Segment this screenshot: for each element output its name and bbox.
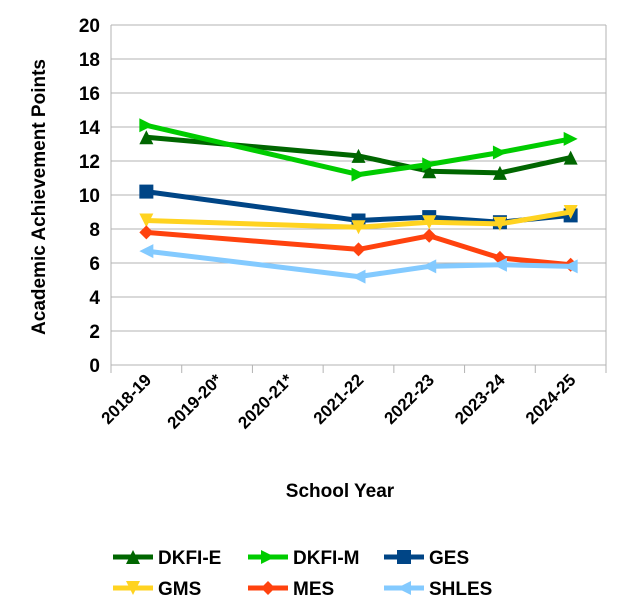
series-lines [139,118,578,284]
marker-triangle-right [492,145,507,160]
marker-diamond [261,581,275,595]
marker-diamond [422,228,437,243]
legend-item-ges: GES [384,548,469,569]
y-tick-label: 20 [79,16,100,37]
x-tick-label: 2019-20* [164,370,227,433]
x-axis-label: School Year [286,481,395,502]
legend-label: SHLES [429,579,492,600]
series-dkfi-e [139,130,578,180]
marker-triangle-up [492,165,507,180]
x-tick-label: 2024-25 [522,370,580,428]
marker-triangle-left [422,259,437,274]
series-shles [139,244,578,284]
marker-triangle-up [139,130,154,145]
legend-item-gms: GMS [113,579,201,600]
marker-triangle-right [351,167,366,182]
x-tick-label: 2021-22 [310,370,368,428]
series-gms [139,205,578,235]
marker-triangle-right [422,157,437,172]
y-tick-label: 0 [89,356,100,377]
marker-triangle-down [351,220,366,235]
marker-triangle-up [422,164,437,179]
marker-triangle-left [492,257,507,272]
marker-triangle-right [139,118,154,133]
y-tick-label: 6 [89,254,100,275]
marker-triangle-left [139,244,154,259]
y-tick-label: 14 [79,118,101,139]
x-tick-label: 2020-21* [234,370,297,433]
marker-diamond [351,242,366,257]
marker-triangle-down [563,205,578,219]
marker-diamond [139,225,154,240]
legend-item-shles: SHLES [384,579,492,600]
marker-triangle-up [563,150,578,165]
legend: DKFI-E DKFI-M GES GMS MES SHLES [113,548,492,600]
marker-triangle-down [126,581,140,595]
marker-triangle-left [351,269,366,284]
marker-triangle-left [563,259,578,274]
x-tick-label: 2018-19 [98,370,156,428]
y-tick-labels: 0 2 4 6 8 10 12 14 16 18 20 [79,16,101,377]
legend-label: MES [293,579,334,600]
marker-triangle-left [397,581,411,595]
legend-label: GES [429,548,469,569]
marker-triangle-up [351,148,366,163]
legend-item-mes: MES [248,579,334,600]
marker-triangle-up [126,550,140,564]
y-tick-label: 16 [79,84,100,105]
y-tick-label: 10 [79,186,100,207]
x-tick-label: 2023-24 [451,370,509,428]
y-tick-label: 18 [79,50,100,71]
marker-triangle-right [563,131,578,146]
y-tick-label: 2 [89,322,100,343]
legend-label: GMS [158,579,201,600]
x-tick-labels: 2018-19 2019-20* 2020-21* 2021-22 2022-23 202… [98,370,580,433]
y-tick-label: 12 [79,152,100,173]
marker-triangle-down [139,213,154,228]
y-tick-label: 4 [89,288,100,309]
series-dkfi-m [139,118,578,182]
x-tick-label: 2022-23 [380,370,438,428]
legend-label: DKFI-E [158,548,221,569]
y-tick-label: 8 [89,220,100,241]
legend-item-dkfi-m: DKFI-M [248,548,359,569]
y-axis-label: Academic Achievement Points [29,59,50,335]
legend-label: DKFI-M [293,548,359,569]
legend-item-dkfi-e: DKFI-E [113,548,221,569]
marker-triangle-down [492,216,507,231]
marker-square [139,184,154,199]
marker-triangle-right [261,550,275,564]
marker-square [397,550,411,564]
marker-triangle-down [422,215,437,230]
